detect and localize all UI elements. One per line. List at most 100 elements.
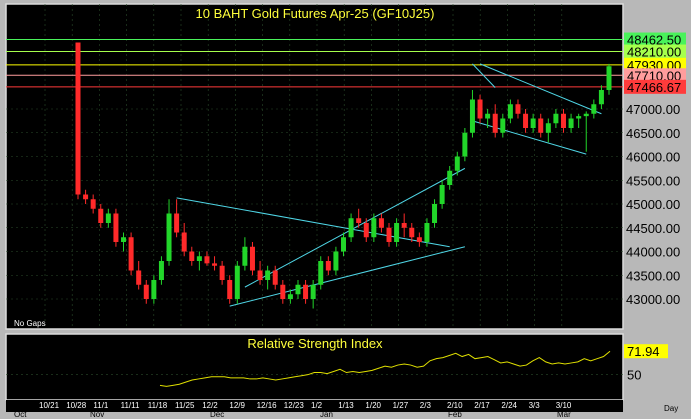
x-tick-label: 11/18 (148, 401, 168, 410)
y-tick-label: 47000.00 (626, 102, 680, 117)
month-label: Oct (14, 410, 27, 419)
x-tick-label: 2/10 (447, 401, 463, 410)
candle-body (227, 280, 233, 299)
candle-body (295, 284, 301, 295)
candle-body (242, 246, 248, 266)
x-tick-label: 12/9 (229, 401, 245, 410)
candle-body (409, 227, 415, 238)
candle-body (447, 170, 453, 185)
candle-body (500, 118, 506, 133)
candle-body (371, 218, 377, 238)
x-tick-label: 12/16 (257, 401, 278, 410)
candle-body (158, 261, 164, 280)
price-level-box (624, 68, 686, 83)
candle-body (341, 237, 346, 252)
y-tick-label: 43000.00 (626, 292, 680, 307)
price-panel (6, 4, 623, 329)
candle-body (432, 204, 438, 223)
no-gaps-note: No Gaps (14, 319, 46, 328)
candle-body (90, 199, 96, 209)
y-tick-label: 46500.00 (626, 126, 680, 141)
candle-body (272, 270, 278, 285)
candle-body (105, 213, 111, 223)
candle-body (265, 270, 271, 280)
candle-body (280, 284, 286, 299)
candle-body (181, 232, 187, 252)
x-tick-label: 1/13 (338, 401, 354, 410)
x-tick-label: 10/21 (39, 401, 60, 410)
x-tick-label: 3/3 (529, 401, 541, 410)
x-tick-label: 2/3 (420, 401, 432, 410)
month-label: Mar (557, 410, 571, 419)
candle-body (523, 113, 529, 128)
candle-body (166, 213, 172, 261)
candle-body (606, 66, 612, 90)
candle-body (598, 90, 604, 105)
x-tick-label: 2/24 (501, 401, 517, 410)
candle-body (348, 218, 354, 238)
x-tick-label: 11/25 (175, 401, 195, 410)
trend-line (229, 246, 465, 307)
x-tick-label: 10/28 (66, 401, 87, 410)
candle-body (219, 265, 225, 280)
candle-body (325, 261, 331, 271)
trend-line (472, 63, 496, 88)
candle-body (136, 270, 142, 285)
price-level-label: 47466.67 (627, 80, 681, 95)
candle-body (394, 223, 400, 242)
candle-body (568, 118, 574, 128)
x-tick-label: 1/20 (365, 401, 381, 410)
price-level-label: 47710.00 (627, 68, 681, 83)
x-tick-label: 12/23 (284, 401, 305, 410)
candle-body (333, 251, 339, 271)
y-tick-label: 44000.00 (626, 245, 680, 260)
candle-body (318, 261, 324, 285)
candle-body (492, 113, 498, 133)
rsi-level-label: 50 (627, 368, 641, 383)
x-tick-label: 1/27 (393, 401, 409, 410)
candle-body (287, 294, 293, 299)
x-axis-band (6, 400, 623, 412)
y-tick-label: 46000.00 (626, 150, 680, 165)
candle-body (545, 123, 551, 133)
candle-body (303, 284, 309, 299)
candle-body (416, 237, 422, 242)
price-level-box (624, 44, 686, 59)
candle-body (75, 42, 81, 195)
candle-body (560, 113, 566, 128)
price-level-box (624, 32, 686, 47)
candle-body (143, 284, 149, 299)
candle-body (530, 118, 536, 128)
trend-line (472, 120, 587, 155)
candle-body (454, 156, 460, 171)
candle-body (356, 218, 362, 223)
candle-body (234, 265, 240, 299)
candle-body (576, 116, 582, 119)
trend-line (244, 167, 466, 288)
candle-body (538, 118, 544, 133)
candle-body (583, 113, 589, 117)
x-tick-label: 11/1 (93, 401, 109, 410)
candle-body (378, 218, 384, 228)
y-tick-label: 45500.00 (626, 173, 680, 188)
chart-title: 10 BAHT Gold Futures Apr-25 (GF10J25) (196, 6, 435, 21)
candle-body (424, 223, 430, 242)
candle-body (553, 113, 559, 124)
rsi-line (159, 350, 611, 387)
candle-body (128, 237, 134, 271)
candle-body (257, 270, 263, 280)
candle-body (363, 223, 369, 238)
candle-body (477, 99, 483, 119)
candle-body (83, 194, 89, 200)
candle-body (174, 213, 180, 233)
x-tick-label: 1/2 (311, 401, 323, 410)
y-tick-label: 45000.00 (626, 197, 680, 212)
month-label: Dec (210, 410, 224, 419)
candle-body (212, 263, 218, 266)
rsi-title: Relative Strength Index (247, 336, 383, 351)
x-tick-label: 12/2 (202, 401, 218, 410)
price-level-label: 48462.50 (627, 33, 681, 48)
month-label: Feb (448, 410, 462, 419)
month-label: Jan (320, 410, 333, 419)
